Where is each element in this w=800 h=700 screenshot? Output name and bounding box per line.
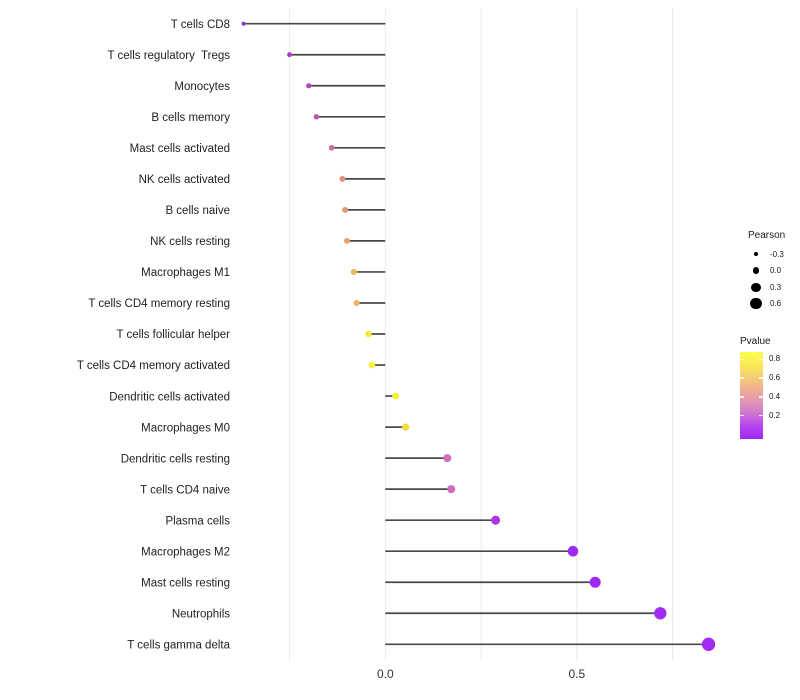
x-tick-label: 0.0	[377, 667, 394, 681]
data-point	[342, 206, 349, 213]
pvalue-colorbar	[740, 352, 763, 439]
data-point	[328, 144, 335, 151]
data-point	[447, 485, 456, 494]
category-label: NK cells resting	[150, 236, 230, 248]
legend-size-dot	[751, 282, 761, 292]
data-point	[491, 515, 501, 525]
category-label: Macrophages M0	[141, 422, 230, 434]
data-point	[241, 21, 246, 26]
category-label: T cells CD4 memory resting	[88, 298, 230, 310]
legend-pvalue-title: Pvalue	[740, 336, 771, 347]
category-label: Macrophages M1	[141, 267, 230, 279]
category-label: T cells CD8	[171, 19, 230, 31]
data-point	[365, 330, 372, 338]
category-label: T cells CD4 memory activated	[77, 360, 230, 372]
legend-size-entry: 0.0	[748, 263, 785, 280]
legend-pearson-entries: -0.3 0.0 0.3 0.6	[748, 246, 785, 312]
pvalue-tick-label: 0.2	[769, 410, 781, 420]
data-point	[567, 545, 579, 557]
data-point	[654, 607, 667, 620]
category-label: B cells memory	[151, 112, 230, 124]
legend-size-dot	[752, 267, 760, 275]
category-label: Monocytes	[174, 81, 230, 93]
category-label: Neutrophils	[172, 608, 230, 620]
pvalue-colorbar-notch	[759, 377, 763, 379]
data-point	[306, 83, 312, 89]
legend-pearson-title: Pearson	[748, 230, 786, 241]
legend-size-dot	[750, 298, 762, 310]
data-point	[350, 268, 357, 276]
legend-size-label: 0.3	[770, 282, 782, 292]
pvalue-tick-label: 0.8	[769, 354, 781, 364]
pvalue-colorbar-notch	[759, 396, 763, 398]
legend-size-entry: 0.6	[748, 296, 785, 313]
category-label: Plasma cells	[165, 515, 230, 527]
pvalue-colorbar-notch	[740, 358, 744, 361]
data-point	[443, 454, 452, 463]
pvalue-tick-label: 0.4	[769, 391, 781, 401]
category-label: Dendritic cells resting	[121, 453, 230, 465]
legend-pvalue: Pvalue 0.8 0.6 0.4 0.2	[740, 336, 795, 446]
data-point	[368, 361, 376, 369]
data-point	[401, 423, 410, 431]
category-label: T cells follicular helper	[116, 329, 230, 341]
data-point	[339, 175, 346, 182]
legend-size-label: 0.6	[770, 299, 782, 309]
pvalue-colorbar-notch	[740, 377, 744, 379]
x-tick-label: 0.5	[568, 667, 585, 681]
pvalue-tick-label: 0.6	[769, 373, 781, 383]
pvalue-colorbar-notch	[740, 414, 744, 417]
category-label: Macrophages M2	[141, 546, 230, 558]
legend-size-entry: -0.3	[748, 246, 785, 263]
data-point	[343, 237, 351, 244]
legend-pearson: Pearson -0.3 0.0 0.3 0.6	[748, 230, 785, 312]
pvalue-colorbar-notch	[740, 396, 744, 398]
data-point	[313, 114, 320, 120]
category-label: T cells gamma delta	[127, 640, 230, 652]
legend-size-label: 0.0	[770, 266, 782, 276]
category-label: Mast cells activated	[130, 143, 230, 155]
legend-size-entry: 0.3	[748, 279, 785, 296]
pvalue-colorbar-notch	[759, 358, 763, 361]
data-point	[589, 576, 601, 588]
legend-size-label: -0.3	[770, 249, 784, 259]
data-point	[701, 637, 716, 651]
category-label: B cells naive	[165, 205, 230, 217]
pvalue-colorbar-notch	[759, 414, 763, 417]
data-point	[353, 299, 360, 307]
category-label: Mast cells resting	[141, 577, 230, 589]
category-label: Dendritic cells activated	[109, 391, 230, 403]
legend-size-dot	[753, 252, 759, 257]
data-point	[287, 52, 292, 58]
category-label: NK cells activated	[139, 174, 230, 186]
category-label: T cells regulatory Tregs	[107, 50, 230, 62]
category-label: T cells CD4 naive	[140, 484, 230, 496]
data-point	[392, 392, 400, 400]
